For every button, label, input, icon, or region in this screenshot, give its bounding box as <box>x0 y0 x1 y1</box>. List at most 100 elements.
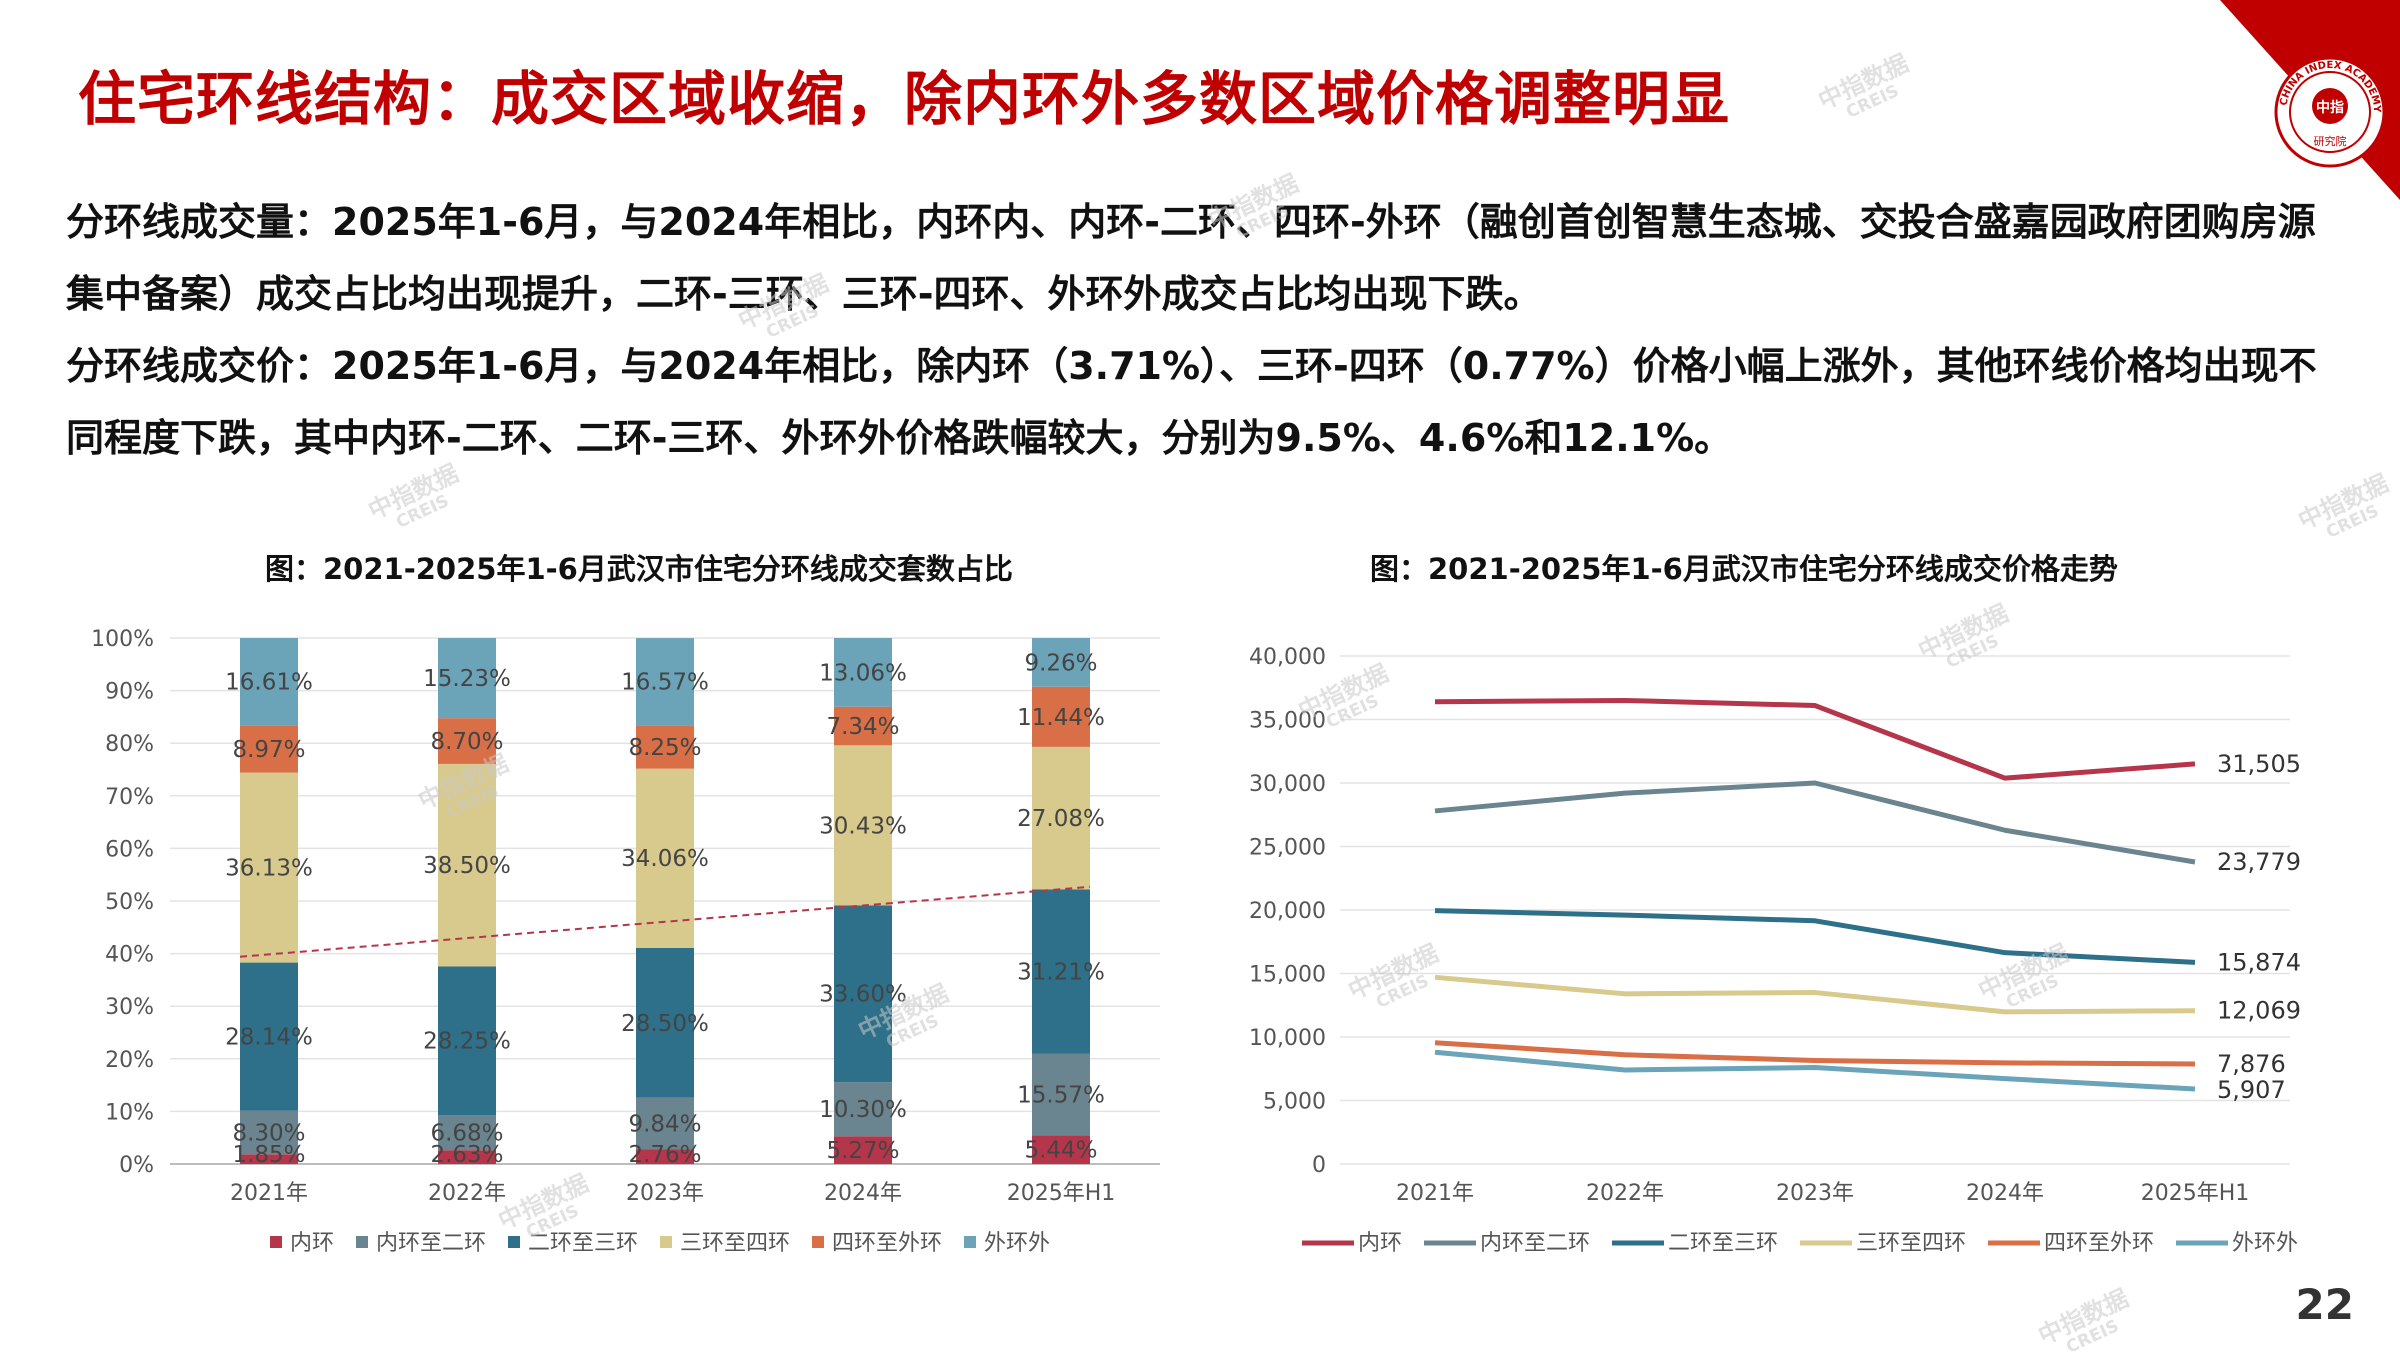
x-tick-label: 2025年H1 <box>1007 1181 1116 1206</box>
end-value-label: 15,874 <box>2217 948 2301 976</box>
y-tick-label: 10% <box>105 1100 154 1125</box>
y-tick-label: 90% <box>105 680 154 705</box>
bar-segment <box>834 638 892 707</box>
price-chart-title: 图：2021-2025年1-6月武汉市住宅分环线成交价格走势 <box>1370 552 2118 586</box>
data-label: 9.84% <box>628 1112 701 1138</box>
y-tick-label: 5,000 <box>1263 1090 1326 1115</box>
data-label: 31.21% <box>1017 959 1105 985</box>
y-tick-label: 40,000 <box>1249 645 1326 670</box>
x-tick-label: 2024年 <box>1966 1181 2044 1206</box>
data-label: 15.57% <box>1017 1082 1105 1108</box>
y-tick-label: 60% <box>105 837 154 862</box>
end-value-label: 31,505 <box>2217 750 2301 778</box>
data-label: 27.08% <box>1017 806 1105 832</box>
bar-segment <box>1032 1135 1090 1164</box>
bar-segment <box>1032 638 1090 687</box>
end-value-label: 12,069 <box>2217 997 2301 1025</box>
legend-swatch <box>508 1236 520 1248</box>
series-line <box>1434 1049 2196 1092</box>
legend-swatch <box>356 1236 368 1248</box>
bar-segment <box>1032 1053 1090 1136</box>
share-chart-title: 图：2021-2025年1-6月武汉市住宅分环线成交套数占比 <box>265 552 1013 586</box>
legend-label: 内环至二环 <box>1480 1231 1590 1256</box>
data-label: 38.50% <box>423 853 511 879</box>
data-label: 13.06% <box>819 660 907 686</box>
bar-segment <box>438 1115 496 1151</box>
series-line <box>1434 780 2196 865</box>
data-label: 16.61% <box>225 670 313 696</box>
data-label: 7.34% <box>826 714 899 740</box>
legend-label: 四环至外环 <box>2044 1231 2154 1256</box>
data-label: 2.63% <box>430 1142 503 1168</box>
volume-paragraph: 分环线成交量：2025年1-6月，与2024年相比，内环内、内环-二环、四环-外… <box>66 186 2346 330</box>
bar-segment <box>636 768 694 948</box>
price-text: 2025年1-6月，与2024年相比，除内环（3.71%）、三环-四环（0.77… <box>66 344 2317 460</box>
legend-swatch <box>964 1236 976 1248</box>
volume-text: 2025年1-6月，与2024年相比，内环内、内环-二环、四环-外环（融创首创智… <box>66 200 2316 316</box>
legend-label: 内环 <box>290 1231 334 1256</box>
x-tick-label: 2025年H1 <box>2141 1181 2250 1206</box>
x-tick-label: 2022年 <box>428 1181 506 1206</box>
series-line <box>1434 908 2196 965</box>
logo-bottom-text: 研究院 <box>2314 134 2347 148</box>
y-tick-label: 50% <box>105 890 154 915</box>
data-label: 36.13% <box>225 856 313 882</box>
data-label: 5.27% <box>826 1138 899 1164</box>
bar-segment <box>834 1082 892 1137</box>
academy-logo: CHINA INDEX ACADEMY 中指 研究院 <box>2220 0 2400 200</box>
watermark: 中指数据 CREIS <box>2034 1284 2141 1367</box>
bar-segment <box>1032 889 1090 1054</box>
y-tick-label: 10,000 <box>1249 1026 1326 1051</box>
x-tick-label: 2024年 <box>824 1181 902 1206</box>
watermark: 中指数据 CREIS <box>1814 49 1921 132</box>
y-tick-label: 15,000 <box>1249 963 1326 988</box>
x-tick-label: 2021年 <box>230 1181 308 1206</box>
data-label: 9.26% <box>1024 650 1097 676</box>
legend-label: 外环外 <box>2232 1231 2298 1256</box>
data-label: 8.97% <box>232 737 305 763</box>
legend-label: 三环至四环 <box>680 1231 790 1256</box>
bar-segment <box>834 905 892 1083</box>
bar-segment <box>240 772 298 963</box>
bar-segment <box>240 1154 298 1164</box>
data-label: 16.57% <box>621 670 709 696</box>
data-label: 6.68% <box>430 1121 503 1147</box>
data-label: 30.43% <box>819 813 907 839</box>
y-tick-label: 0 <box>1312 1153 1326 1178</box>
logo-center-text: 中指 <box>2316 99 2344 116</box>
bar-segment <box>636 1149 694 1164</box>
y-tick-label: 20,000 <box>1249 899 1326 924</box>
end-value-label: 23,779 <box>2217 848 2301 876</box>
y-tick-label: 80% <box>105 732 154 757</box>
series-line <box>1434 697 2196 781</box>
y-tick-label: 40% <box>105 943 154 968</box>
y-tick-label: 30,000 <box>1249 772 1326 797</box>
legend-label: 内环至二环 <box>376 1231 486 1256</box>
series-line <box>1434 974 2196 1015</box>
bar-segment <box>834 706 892 746</box>
legend-swatch <box>812 1236 824 1248</box>
bar-segment <box>240 638 298 726</box>
bar-segment <box>1032 686 1090 747</box>
trendline <box>239 885 1091 958</box>
x-tick-label: 2023年 <box>1776 1181 1854 1206</box>
y-tick-label: 20% <box>105 1048 154 1073</box>
data-label: 28.50% <box>621 1011 709 1037</box>
x-tick-label: 2021年 <box>1396 1181 1474 1206</box>
legend-label: 三环至四环 <box>1856 1231 1966 1256</box>
y-tick-label: 0% <box>119 1153 154 1178</box>
bar-segment <box>438 763 496 967</box>
data-label: 5.44% <box>1024 1138 1097 1164</box>
y-tick-label: 30% <box>105 995 154 1020</box>
series-line <box>1434 1040 2196 1067</box>
data-label: 2.76% <box>628 1142 701 1168</box>
price-line-chart: 0 5,000 10,000 15,000 20,000 25,000 30,000 35,0… <box>1249 645 2301 1256</box>
y-tick-label: 70% <box>105 785 154 810</box>
legend-label: 二环至三环 <box>528 1231 638 1256</box>
bar-segment <box>834 1136 892 1164</box>
volume-label: 分环线成交量： <box>66 200 333 244</box>
bar-segment <box>438 1150 496 1164</box>
legend-label: 外环外 <box>984 1231 1050 1256</box>
end-value-label: 7,876 <box>2217 1050 2286 1078</box>
data-label: 8.30% <box>232 1120 305 1146</box>
